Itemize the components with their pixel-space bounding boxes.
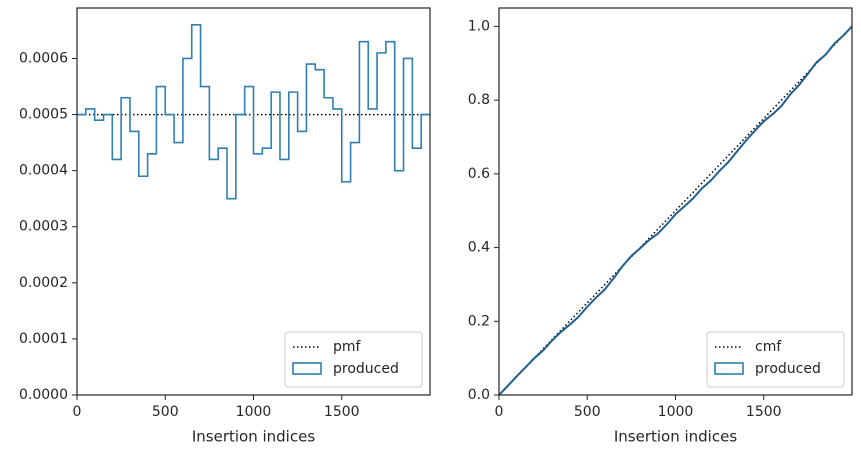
right-ytick-label: 0.0: [468, 387, 490, 403]
left-produced-step: [77, 24, 430, 200]
left-xtick-label: 500: [152, 404, 179, 420]
right-produced-line: [498, 25, 853, 396]
left-ytick-label: 0.0005: [19, 107, 68, 123]
left-xtick-label: 0: [73, 404, 82, 420]
left-legend-label-produced: produced: [333, 361, 399, 377]
right-axes-frame: [498, 7, 853, 396]
left-ytick-label: 0.0002: [19, 275, 68, 291]
right-ytick-label: 0.8: [468, 92, 490, 108]
left-xaxis-label: Insertion indices: [192, 428, 315, 446]
left-ytick-label: 0.0004: [19, 163, 68, 179]
left-xtick-label: 1500: [324, 404, 360, 420]
right-xaxis-label: Insertion indices: [614, 428, 737, 446]
left-ytick-label: 0.0003: [19, 219, 68, 235]
left-legend-produced-swatch: [292, 362, 322, 375]
right-ytick-label: 0.4: [468, 240, 490, 256]
right-legend-produced-swatch: [714, 362, 744, 375]
right-legend-label-produced: produced: [755, 361, 821, 377]
left-legend-label-ref: pmf: [333, 339, 362, 355]
left-xtick-label: 1000: [236, 404, 272, 420]
right-legend-label-ref: cmf: [755, 339, 782, 355]
right-xtick-label: 500: [574, 404, 601, 420]
left-ytick-label: 0.0000: [19, 387, 68, 403]
right-ytick-label: 0.6: [468, 166, 490, 182]
right-xtick-label: 0: [495, 404, 504, 420]
right-ytick-label: 0.2: [468, 313, 490, 329]
right-xtick-label: 1000: [658, 404, 694, 420]
left-ytick-label: 0.0006: [19, 50, 68, 66]
right-ytick-label: 1.0: [468, 18, 490, 34]
left-axes-frame: [76, 7, 431, 396]
left-ytick-label: 0.0001: [19, 331, 68, 347]
right-xtick-label: 1500: [746, 404, 782, 420]
